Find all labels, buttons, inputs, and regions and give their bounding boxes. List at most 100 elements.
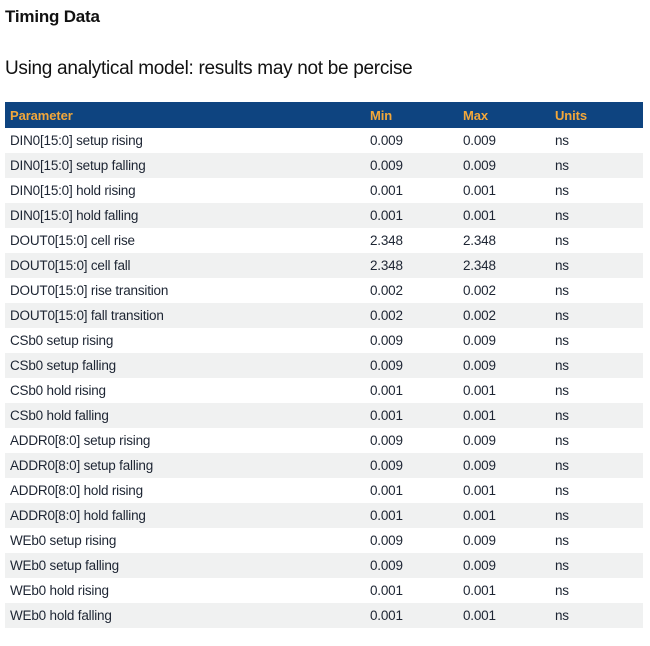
table-header-row: Parameter Min Max Units (5, 102, 643, 128)
timing-report-page: Timing Data Using analytical model: resu… (5, 7, 643, 628)
max-cell: 0.001 (463, 208, 496, 223)
table-row: WEb0 hold rising 0.001 0.001 ns (5, 578, 643, 603)
max-cell: 0.001 (463, 608, 496, 623)
max-cell: 0.001 (463, 408, 496, 423)
min-cell: 2.348 (370, 233, 403, 248)
table-row: DIN0[15:0] hold falling 0.001 0.001 ns (5, 203, 643, 228)
parameter-cell: DOUT0[15:0] fall transition (10, 308, 164, 323)
min-cell: 0.001 (370, 508, 403, 523)
parameter-cell: DIN0[15:0] setup rising (10, 133, 143, 148)
min-cell: 0.009 (370, 433, 403, 448)
max-cell: 0.002 (463, 283, 496, 298)
table-row: DOUT0[15:0] rise transition 0.002 0.002 … (5, 278, 643, 303)
parameter-cell: CSb0 hold falling (10, 408, 109, 423)
column-header-min: Min (365, 102, 458, 128)
table-body: DIN0[15:0] setup rising 0.009 0.009 ns D… (5, 128, 643, 628)
parameter-cell: DIN0[15:0] hold falling (10, 208, 139, 223)
max-cell: 0.001 (463, 383, 496, 398)
max-cell: 0.001 (463, 508, 496, 523)
min-cell: 0.009 (370, 558, 403, 573)
table-row: CSb0 setup falling 0.009 0.009 ns (5, 353, 643, 378)
max-cell: 0.009 (463, 458, 496, 473)
min-cell: 0.002 (370, 308, 403, 323)
max-cell: 2.348 (463, 258, 496, 273)
max-cell: 0.001 (463, 483, 496, 498)
table-row: WEb0 setup falling 0.009 0.009 ns (5, 553, 643, 578)
max-cell: 0.009 (463, 558, 496, 573)
min-cell: 0.009 (370, 358, 403, 373)
parameter-cell: WEb0 hold rising (10, 583, 109, 598)
min-cell: 0.009 (370, 458, 403, 473)
parameter-cell: CSb0 hold rising (10, 383, 106, 398)
min-cell: 0.009 (370, 158, 403, 173)
parameter-cell: ADDR0[8:0] hold rising (10, 483, 143, 498)
min-cell: 0.001 (370, 208, 403, 223)
table-row: DOUT0[15:0] cell fall 2.348 2.348 ns (5, 253, 643, 278)
parameter-cell: DOUT0[15:0] rise transition (10, 283, 169, 298)
parameter-cell: ADDR0[8:0] setup falling (10, 458, 154, 473)
max-cell: 0.009 (463, 158, 496, 173)
table-row: DIN0[15:0] hold rising 0.001 0.001 ns (5, 178, 643, 203)
units-cell: ns (555, 433, 569, 448)
max-cell: 0.009 (463, 533, 496, 548)
units-cell: ns (555, 283, 569, 298)
units-cell: ns (555, 558, 569, 573)
table-row: CSb0 hold rising 0.001 0.001 ns (5, 378, 643, 403)
units-cell: ns (555, 208, 569, 223)
units-cell: ns (555, 508, 569, 523)
max-cell: 0.009 (463, 133, 496, 148)
units-cell: ns (555, 583, 569, 598)
max-cell: 0.009 (463, 433, 496, 448)
units-cell: ns (555, 408, 569, 423)
min-cell: 0.009 (370, 333, 403, 348)
min-cell: 0.001 (370, 483, 403, 498)
units-cell: ns (555, 608, 569, 623)
parameter-cell: DIN0[15:0] hold rising (10, 183, 136, 198)
table-row: WEb0 hold falling 0.001 0.001 ns (5, 603, 643, 628)
units-cell: ns (555, 158, 569, 173)
units-cell: ns (555, 183, 569, 198)
parameter-cell: DOUT0[15:0] cell fall (10, 258, 131, 273)
timing-data-table: Parameter Min Max Units DIN0[15:0] setup… (5, 102, 643, 628)
page-title: Timing Data (5, 7, 100, 26)
units-cell: ns (555, 383, 569, 398)
units-cell: ns (555, 358, 569, 373)
units-cell: ns (555, 458, 569, 473)
min-cell: 0.009 (370, 133, 403, 148)
min-cell: 0.002 (370, 283, 403, 298)
column-header-max: Max (458, 102, 550, 128)
table-row: DIN0[15:0] setup rising 0.009 0.009 ns (5, 128, 643, 153)
max-cell: 0.009 (463, 333, 496, 348)
table-row: DOUT0[15:0] cell rise 2.348 2.348 ns (5, 228, 643, 253)
min-cell: 0.001 (370, 583, 403, 598)
table-row: DOUT0[15:0] fall transition 0.002 0.002 … (5, 303, 643, 328)
max-cell: 2.348 (463, 233, 496, 248)
column-header-units: Units (550, 102, 643, 128)
min-cell: 2.348 (370, 258, 403, 273)
page-subtitle: Using analytical model: results may not … (5, 58, 413, 79)
table-row: ADDR0[8:0] hold falling 0.001 0.001 ns (5, 503, 643, 528)
parameter-cell: ADDR0[8:0] hold falling (10, 508, 146, 523)
min-cell: 0.001 (370, 608, 403, 623)
parameter-cell: CSb0 setup rising (10, 333, 114, 348)
table-row: CSb0 setup rising 0.009 0.009 ns (5, 328, 643, 353)
parameter-cell: DOUT0[15:0] cell rise (10, 233, 135, 248)
parameter-cell: CSb0 setup falling (10, 358, 116, 373)
min-cell: 0.001 (370, 408, 403, 423)
parameter-cell: DIN0[15:0] setup falling (10, 158, 146, 173)
max-cell: 0.002 (463, 308, 496, 323)
max-cell: 0.009 (463, 358, 496, 373)
min-cell: 0.009 (370, 533, 403, 548)
units-cell: ns (555, 533, 569, 548)
parameter-cell: ADDR0[8:0] setup rising (10, 433, 151, 448)
min-cell: 0.001 (370, 383, 403, 398)
table-row: CSb0 hold falling 0.001 0.001 ns (5, 403, 643, 428)
table-header: Parameter Min Max Units (5, 102, 643, 128)
column-header-parameter: Parameter (5, 102, 365, 128)
parameter-cell: WEb0 setup rising (10, 533, 117, 548)
table-row: ADDR0[8:0] setup rising 0.009 0.009 ns (5, 428, 643, 453)
parameter-cell: WEb0 hold falling (10, 608, 112, 623)
units-cell: ns (555, 233, 569, 248)
table-row: DIN0[15:0] setup falling 0.009 0.009 ns (5, 153, 643, 178)
units-cell: ns (555, 258, 569, 273)
